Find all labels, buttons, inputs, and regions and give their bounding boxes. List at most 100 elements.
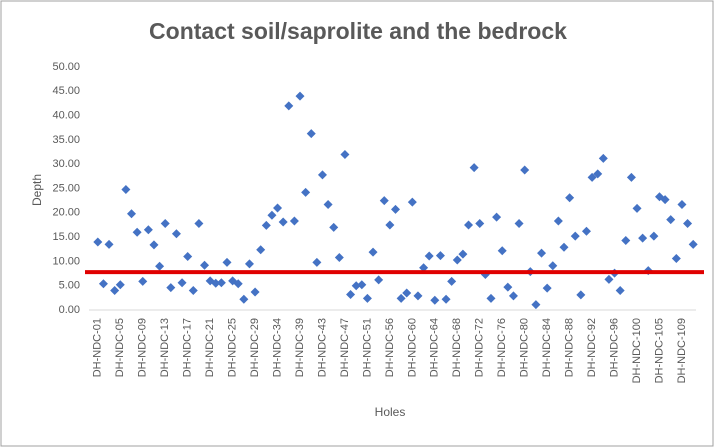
- point: [222, 257, 232, 267]
- x-tick-label: DH-NDC-60: [406, 318, 418, 377]
- point: [548, 261, 558, 271]
- point: [475, 218, 485, 228]
- point: [149, 240, 159, 250]
- y-tick-label: 0.00: [59, 304, 80, 316]
- x-tick-label: DH-NDC-100: [631, 318, 643, 383]
- point: [273, 203, 283, 213]
- point: [295, 91, 305, 101]
- point: [329, 222, 339, 232]
- point: [171, 229, 181, 239]
- point: [593, 169, 603, 179]
- x-tick-label: DH-NDC-76: [496, 318, 508, 377]
- point: [458, 249, 468, 259]
- point: [261, 220, 271, 230]
- point: [683, 218, 693, 228]
- point: [649, 231, 659, 241]
- x-tick-label: DH-NDC-51: [361, 318, 373, 377]
- point: [553, 216, 563, 226]
- point: [542, 283, 552, 293]
- x-tick-label: DH-NDC-21: [204, 318, 216, 377]
- point: [576, 290, 586, 300]
- point: [340, 149, 350, 159]
- point: [233, 279, 243, 289]
- point: [289, 216, 299, 226]
- x-tick-label: DH-NDC-105: [653, 318, 665, 383]
- point: [497, 246, 507, 256]
- point: [351, 281, 361, 291]
- point: [537, 248, 547, 258]
- point: [194, 218, 204, 228]
- point: [357, 280, 367, 290]
- x-tick-label: DH-NDC-43: [316, 318, 328, 377]
- x-tick-label: DH-NDC-29: [249, 318, 261, 377]
- point: [419, 263, 429, 273]
- point: [666, 215, 676, 225]
- point: [503, 282, 513, 292]
- y-tick-label: 10.00: [52, 255, 80, 267]
- x-tick-label: DH-NDC-13: [159, 318, 171, 377]
- point: [520, 165, 530, 175]
- point: [127, 209, 137, 219]
- point: [323, 200, 333, 210]
- y-tick-label: 5.00: [59, 280, 80, 292]
- y-tick-label: 20.00: [52, 207, 80, 219]
- point: [138, 276, 148, 286]
- point: [531, 300, 541, 310]
- point: [441, 294, 451, 304]
- point: [469, 163, 479, 173]
- point: [334, 253, 344, 263]
- x-tick-label: DH-NDC-84: [541, 318, 553, 377]
- point: [688, 239, 698, 249]
- point: [284, 101, 294, 111]
- point: [312, 257, 322, 267]
- y-tick-label: 35.00: [52, 134, 80, 146]
- point: [256, 245, 266, 255]
- point: [677, 200, 687, 210]
- x-tick-label: DH-NDC-01: [92, 318, 104, 377]
- point: [430, 295, 440, 305]
- point: [306, 129, 316, 139]
- point: [183, 252, 193, 262]
- point: [559, 242, 569, 252]
- y-tick-label: 40.00: [52, 110, 80, 122]
- point: [424, 251, 434, 261]
- point: [464, 220, 474, 230]
- y-tick-label: 50.00: [52, 61, 80, 73]
- point: [660, 195, 670, 205]
- x-axis-label: Holes: [375, 405, 406, 419]
- y-axis-label: Depth: [30, 174, 44, 206]
- point: [244, 259, 254, 269]
- point: [278, 217, 288, 227]
- x-tick-label: DH-NDC-64: [429, 318, 441, 377]
- point: [514, 218, 524, 228]
- x-tick-label: DH-NDC-96: [608, 318, 620, 377]
- x-tick-label: DH-NDC-39: [294, 318, 306, 377]
- x-tick-label: DH-NDC-92: [586, 318, 598, 377]
- point: [621, 236, 631, 246]
- y-tick-label: 45.00: [52, 85, 80, 97]
- point: [671, 253, 681, 263]
- point: [413, 291, 423, 301]
- point: [98, 279, 108, 289]
- point: [626, 172, 636, 182]
- point: [132, 227, 142, 237]
- point: [385, 220, 395, 230]
- point: [486, 293, 496, 303]
- point: [143, 225, 153, 235]
- point: [362, 293, 372, 303]
- point: [391, 204, 400, 214]
- point: [447, 276, 457, 286]
- y-tick-label: 15.00: [52, 231, 80, 243]
- point: [346, 289, 356, 299]
- point: [301, 187, 311, 197]
- point: [587, 172, 597, 182]
- point: [160, 218, 170, 228]
- x-tick-label: DH-NDC-34: [271, 318, 283, 377]
- x-tick-label: DH-NDC-80: [519, 318, 531, 377]
- point: [632, 203, 642, 213]
- x-tick-label: DH-NDC-25: [227, 318, 239, 377]
- point: [615, 286, 625, 296]
- x-tick-label: DH-NDC-47: [339, 318, 351, 377]
